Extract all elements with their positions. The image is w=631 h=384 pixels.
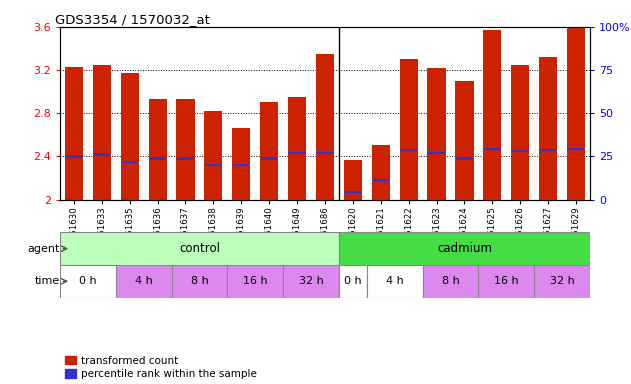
Bar (288, 97, 306, 200)
Text: agent: agent (28, 243, 60, 254)
Bar (540, 149, 557, 151)
Text: time: time (35, 276, 60, 286)
Bar (232, 128, 251, 200)
Bar (177, 99, 194, 200)
Bar (372, 145, 390, 200)
Text: 8 h: 8 h (191, 276, 208, 286)
Bar (423, 265, 478, 298)
Bar (478, 265, 534, 298)
Bar (567, 27, 585, 200)
Text: 32 h: 32 h (550, 276, 574, 286)
Bar (288, 152, 305, 154)
Bar (399, 59, 418, 200)
Bar (260, 103, 278, 200)
Bar (65, 155, 83, 158)
Bar (60, 232, 339, 265)
Bar (484, 148, 501, 150)
Text: 32 h: 32 h (298, 276, 324, 286)
Text: 0 h: 0 h (79, 276, 97, 286)
Bar (233, 164, 250, 166)
Bar (427, 68, 445, 200)
Bar (65, 67, 83, 200)
Bar (372, 179, 389, 181)
Bar (261, 157, 278, 160)
Bar (511, 65, 529, 200)
Bar (483, 30, 502, 200)
Bar (344, 160, 362, 200)
Bar (115, 265, 172, 298)
Bar (283, 265, 339, 298)
Bar (316, 54, 334, 200)
Bar (567, 148, 585, 150)
Bar (512, 150, 529, 152)
Bar (60, 265, 115, 298)
Bar (428, 152, 445, 154)
Bar (456, 81, 473, 200)
Bar (400, 149, 417, 151)
Text: cadmium: cadmium (437, 242, 492, 255)
Text: control: control (179, 242, 220, 255)
Bar (204, 111, 223, 200)
Bar (316, 152, 334, 154)
Bar (149, 157, 166, 160)
Bar (345, 191, 362, 193)
Bar (177, 157, 194, 160)
Bar (367, 265, 423, 298)
Text: 4 h: 4 h (135, 276, 153, 286)
Bar (93, 65, 111, 200)
Text: GDS3354 / 1570032_at: GDS3354 / 1570032_at (55, 13, 209, 26)
Text: 16 h: 16 h (494, 276, 519, 286)
Bar (534, 265, 590, 298)
Bar (339, 265, 367, 298)
Bar (456, 157, 473, 160)
Bar (172, 265, 227, 298)
Text: 4 h: 4 h (386, 276, 404, 286)
Bar (148, 99, 167, 200)
Bar (205, 164, 222, 166)
Bar (93, 153, 110, 156)
Legend: transformed count, percentile rank within the sample: transformed count, percentile rank withi… (65, 356, 257, 379)
Bar (227, 265, 283, 298)
Text: 16 h: 16 h (243, 276, 268, 286)
Text: 8 h: 8 h (442, 276, 459, 286)
Bar (121, 73, 139, 200)
Bar (121, 161, 138, 163)
Text: 0 h: 0 h (344, 276, 362, 286)
Bar (339, 232, 590, 265)
Bar (539, 57, 557, 200)
